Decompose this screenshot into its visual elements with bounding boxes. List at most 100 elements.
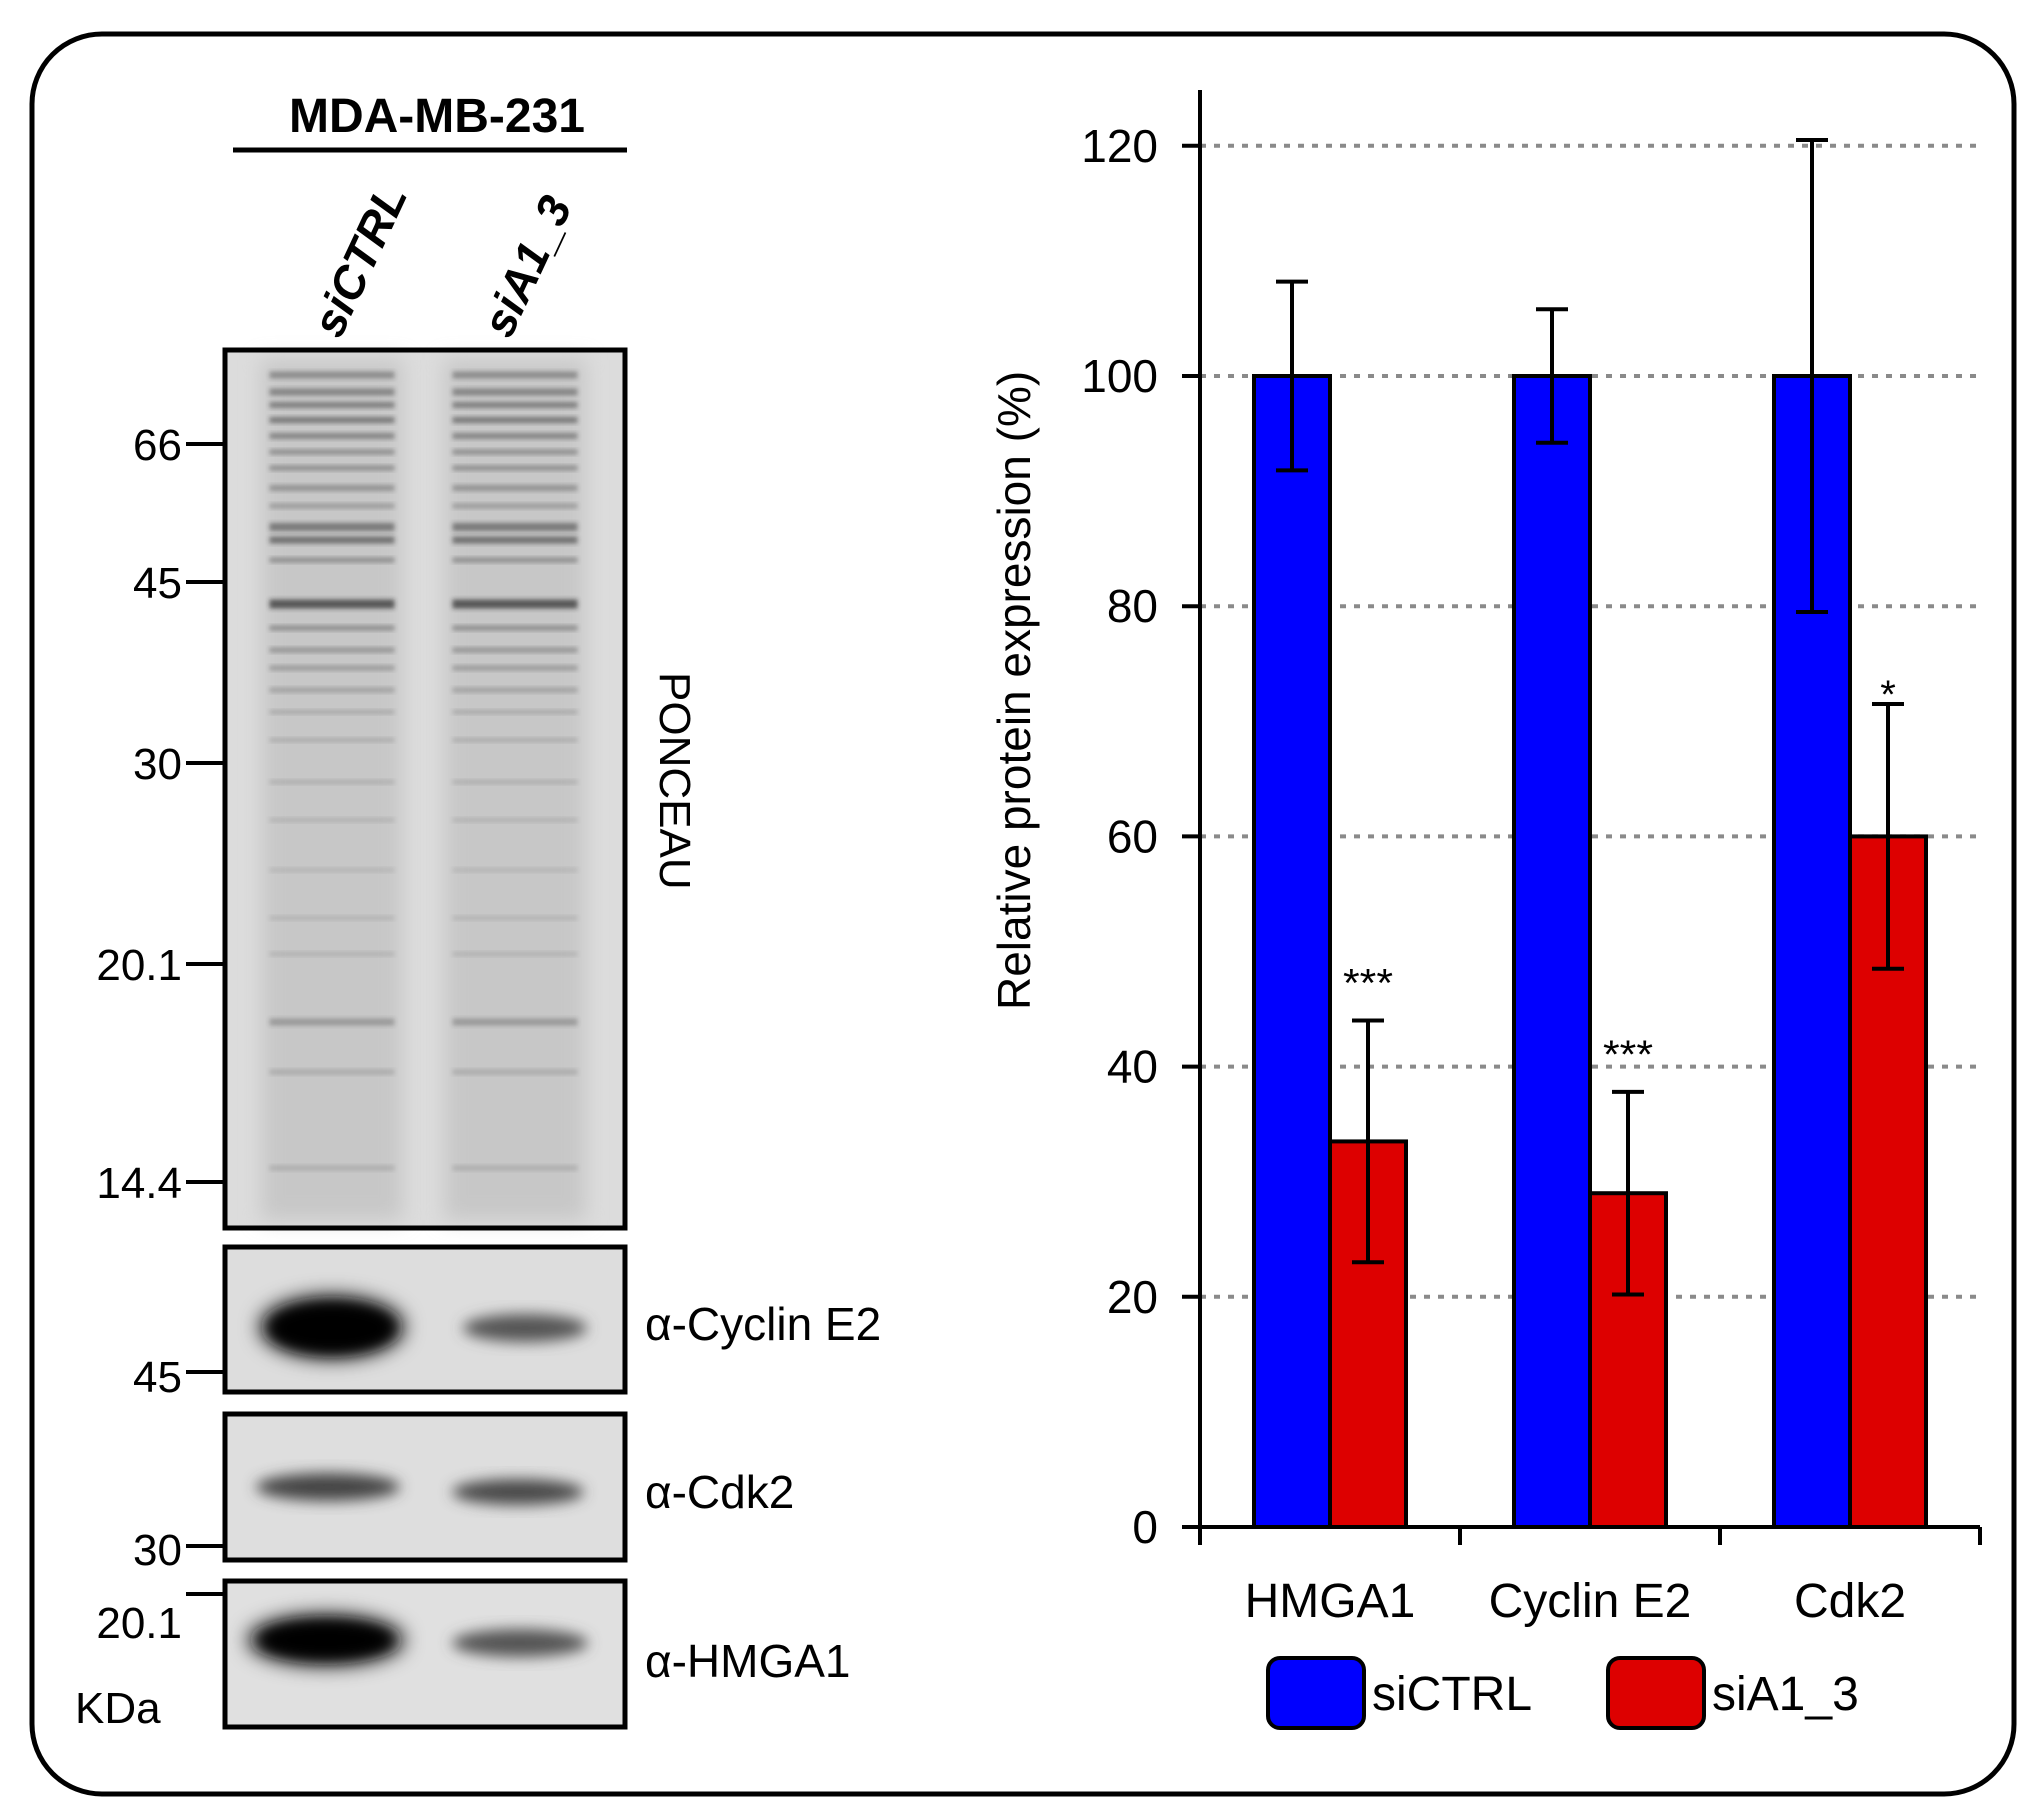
ponceau-band: [452, 868, 578, 872]
y-axis-tick-labels: 0 20 40 60 80 100 120: [1081, 120, 1158, 1553]
ponceau-band: [452, 952, 578, 956]
hmga1-panel: [222, 1578, 628, 1730]
ponceau-band: [269, 687, 395, 693]
ponceau-band: [269, 371, 395, 379]
x-axis-tick-labels: HMGA1 Cyclin E2 Cdk2: [1245, 1575, 1906, 1628]
ponceau-band: [452, 780, 578, 784]
ponceau-band: [269, 485, 395, 491]
y-tick-label: 120: [1081, 120, 1158, 172]
ponceau-band: [452, 557, 578, 563]
ponceau-band: [452, 371, 578, 379]
significance-mark: *: [1880, 673, 1896, 717]
ponceau-band: [269, 536, 395, 544]
y-tick-label: 100: [1081, 350, 1158, 402]
marker-14-4: 14.4: [96, 1159, 182, 1208]
cell-line-label: MDA-MB-231: [289, 90, 585, 143]
marker-45: 45: [133, 559, 182, 608]
ponceau-band: [452, 625, 578, 631]
ponceau-band: [452, 449, 578, 455]
x-tick-label: HMGA1: [1245, 1575, 1416, 1628]
ponceau-band: [269, 417, 395, 423]
ponceau-band: [269, 647, 395, 653]
x-tick-label: Cdk2: [1794, 1575, 1906, 1628]
cyclin-e2-band-sia1-3: [463, 1314, 587, 1342]
ponceau-band: [452, 417, 578, 423]
ponceau-band: [452, 1069, 578, 1075]
ponceau-band: [452, 687, 578, 693]
marker-cyclin-45: 45: [133, 1353, 182, 1402]
ponceau-band: [269, 557, 395, 563]
ponceau-border: [222, 347, 628, 1231]
ponceau-band: [269, 868, 395, 872]
ponceau-label: PONCEAU: [650, 672, 699, 890]
ponceau-band: [269, 599, 395, 609]
ponceau-band: [269, 952, 395, 956]
y-tick-label: 80: [1107, 580, 1158, 632]
ponceau-panel: [222, 347, 628, 1231]
ponceau-band: [452, 665, 578, 671]
legend-swatch-sictrl: [1266, 1656, 1366, 1730]
chart-axes: [1182, 90, 1982, 1545]
cyclin-e2-panel: [222, 1244, 628, 1395]
ponceau-band: [269, 449, 395, 455]
cyclin-e2-label: α-Cyclin E2: [645, 1298, 881, 1350]
ponceau-band: [269, 1165, 395, 1171]
y-tick-label: 40: [1107, 1041, 1158, 1093]
cdk2-label: α-Cdk2: [645, 1466, 794, 1518]
ponceau-band: [452, 1165, 578, 1171]
significance-mark: ***: [1343, 962, 1393, 1006]
ponceau-band: [452, 402, 578, 408]
ponceau-band: [269, 433, 395, 439]
legend-label: siCTRL: [1372, 1668, 1532, 1721]
ponceau-band: [269, 710, 395, 714]
significance-mark: ***: [1603, 1033, 1653, 1077]
ponceau-band: [269, 916, 395, 920]
ponceau-band: [452, 710, 578, 714]
ponceau-band: [452, 818, 578, 822]
chart-legend: siCTRL siA1_3: [1266, 1656, 1859, 1730]
ponceau-band: [452, 1018, 578, 1026]
ponceau-band: [452, 647, 578, 653]
chart-error-bars: [1276, 138, 1904, 1297]
y-tick-label: 0: [1132, 1501, 1158, 1553]
bar-sictrl-cyclin-e2: [1512, 374, 1592, 1529]
ponceau-lane-smear: [261, 360, 403, 1220]
ponceau-band: [452, 536, 578, 544]
bar-sictrl-hmga1: [1252, 374, 1332, 1529]
ponceau-band: [269, 1069, 395, 1075]
ponceau-band: [452, 485, 578, 491]
marker-cdk2-30: 30: [133, 1526, 182, 1575]
marker-20-1: 20.1: [96, 941, 182, 990]
y-axis-label: Relative protein expression (%): [988, 371, 1040, 1010]
ponceau-lane-smear: [444, 360, 586, 1220]
mw-markers: 66 45 30 20.1 14.4 45 30 20.1 KDa: [75, 421, 225, 1733]
ponceau-band: [452, 599, 578, 609]
ponceau-band: [269, 1018, 395, 1026]
legend-label: siA1_3: [1712, 1668, 1859, 1721]
ponceau-band: [452, 388, 578, 396]
y-tick-label: 20: [1107, 1271, 1158, 1323]
marker-66: 66: [133, 421, 182, 470]
chart-significance-marks: *******: [1343, 673, 1896, 1077]
ponceau-band: [269, 665, 395, 671]
cdk2-band-sictrl: [256, 1473, 400, 1501]
ponceau-band: [269, 503, 395, 509]
marker-30: 30: [133, 740, 182, 789]
legend-swatch-sia1-3: [1606, 1656, 1706, 1730]
hmga1-band-sia1-3: [452, 1629, 588, 1657]
ponceau-bands: [261, 360, 586, 1220]
ponceau-band: [452, 433, 578, 439]
ponceau-band: [269, 625, 395, 631]
cdk2-panel: [222, 1411, 628, 1563]
ponceau-band: [452, 465, 578, 471]
ponceau-band: [269, 388, 395, 396]
ponceau-band: [269, 738, 395, 742]
ponceau-band: [452, 738, 578, 742]
ponceau-band: [269, 818, 395, 822]
x-tick-label: Cyclin E2: [1489, 1575, 1692, 1628]
marker-hmga1-20-1: 20.1: [96, 1599, 182, 1648]
ponceau-band: [269, 465, 395, 471]
